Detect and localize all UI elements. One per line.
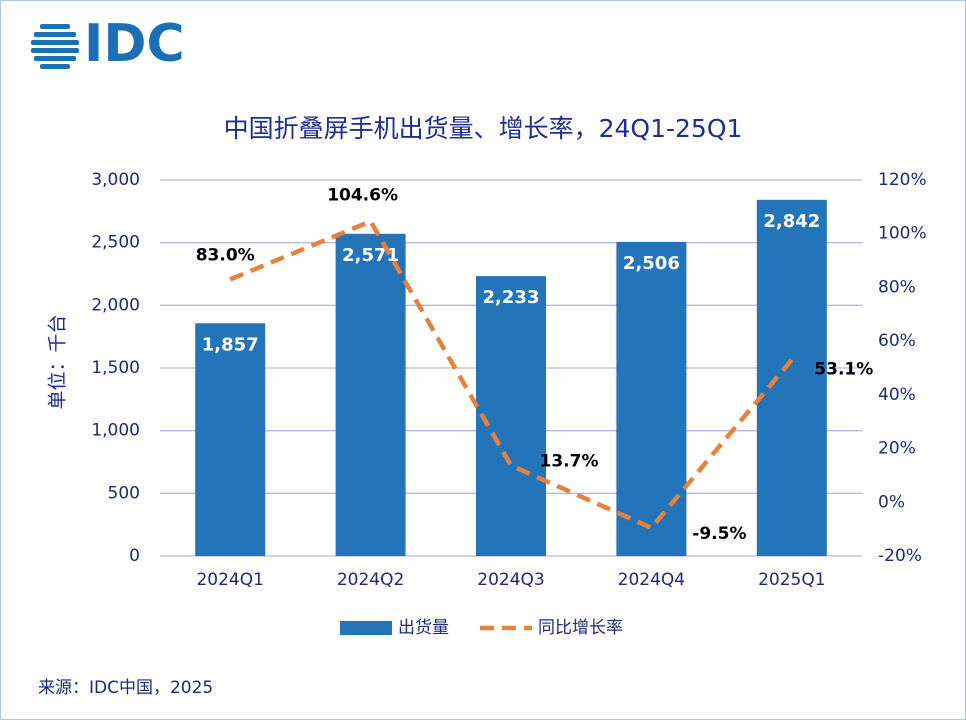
y-tick-label: 3,000: [91, 170, 140, 190]
y-tick-label: 1,000: [91, 421, 140, 441]
bar: [195, 323, 266, 556]
y2-tick-label: 40%: [878, 385, 916, 405]
line-value-label: -9.5%: [692, 524, 746, 544]
y-tick-label: 2,000: [91, 295, 140, 315]
x-tick-label: 2024Q4: [618, 570, 685, 590]
logo-globe: [31, 24, 79, 69]
y-tick-label: 2,500: [91, 233, 140, 253]
y-axis-label: 单位：千台: [47, 314, 69, 409]
line-value-label: 53.1%: [814, 360, 873, 380]
y-tick-label: 1,500: [91, 358, 140, 378]
legend-label: 出货量: [398, 618, 449, 638]
y2-tick-label: 60%: [878, 331, 916, 351]
bar: [476, 276, 546, 556]
y2-tick-label: -20%: [878, 546, 922, 566]
x-tick-label: 2024Q3: [477, 570, 544, 590]
y2-tick-label: 120%: [878, 170, 927, 190]
x-tick-label: 2024Q1: [196, 570, 263, 590]
bar: [756, 199, 827, 556]
line: [229, 218, 794, 531]
y2-tick-label: 20%: [878, 439, 916, 459]
bar-value-label: 2,571: [342, 245, 399, 266]
bar-value-label: 2,842: [763, 211, 820, 232]
line-value-label: 104.6%: [327, 185, 398, 205]
y-tick-label: 500: [108, 483, 140, 503]
logo-text: IDC: [84, 14, 185, 74]
bar-value-label: 2,233: [483, 287, 540, 308]
bar: [616, 241, 687, 556]
y2-tick-label: 0%: [878, 492, 905, 512]
bar: [335, 233, 406, 556]
chart-title: 中国折叠屏手机出货量、增长率，24Q1-25Q1: [224, 114, 743, 143]
x-tick-label: 2024Q2: [337, 570, 404, 590]
y2-tick-label: 80%: [878, 277, 916, 297]
y2-tick-label: 100%: [878, 224, 927, 244]
bar-value-label: 2,506: [623, 253, 680, 274]
legend-label: 同比增长率: [538, 618, 623, 638]
y-tick-label: 0: [129, 546, 140, 566]
line-value-label: 13.7%: [540, 451, 599, 471]
source: 来源：IDC中国，2025: [38, 678, 213, 698]
legend-swatch: [340, 621, 392, 635]
bar-value-label: 1,857: [202, 334, 259, 355]
x-tick-label: 2025Q1: [758, 570, 825, 590]
line-value-label: 83.0%: [196, 245, 255, 265]
